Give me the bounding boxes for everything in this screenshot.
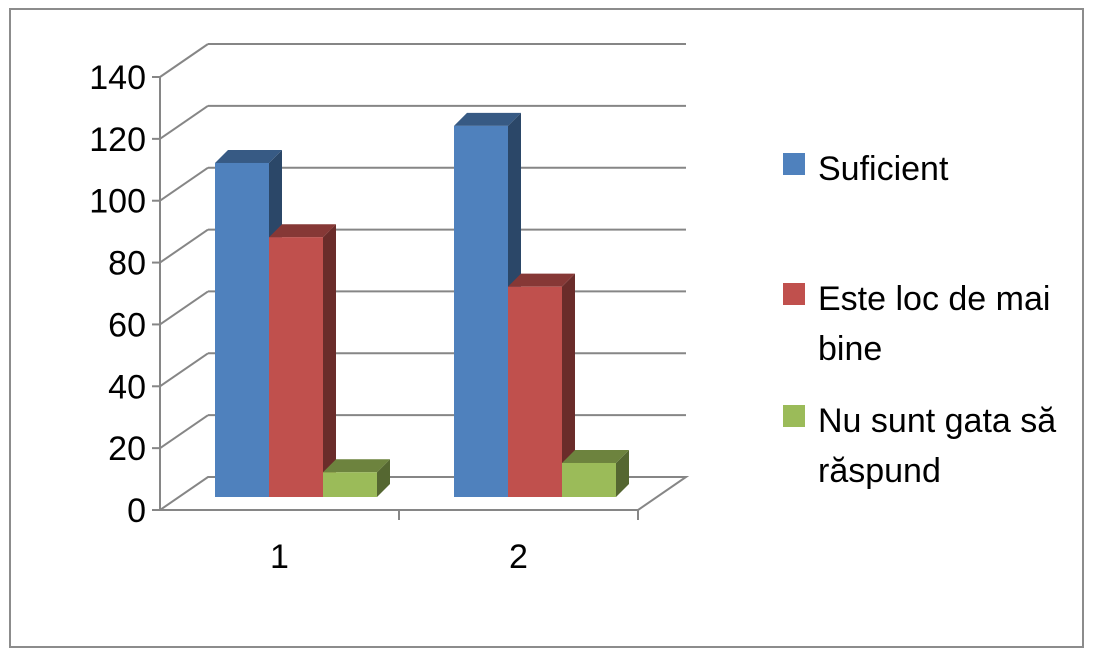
y-tick-labels: 0 20 40 60 80 100 120 140 xyxy=(89,59,146,530)
legend-label: Este loc de mai xyxy=(818,280,1050,318)
bar-top xyxy=(454,112,521,126)
bar-front xyxy=(269,237,323,497)
gridline-side xyxy=(159,290,209,326)
bar xyxy=(269,224,336,497)
legend-label: Suficient xyxy=(818,150,949,188)
legend-label: Nu sunt gata să xyxy=(818,402,1056,440)
floor-outline xyxy=(159,476,690,511)
y-tick-label: 80 xyxy=(108,245,146,283)
y-tick-label: 20 xyxy=(108,430,146,468)
bar-front xyxy=(562,462,616,497)
legend-label: bine xyxy=(818,330,882,368)
bar-front xyxy=(215,162,269,497)
bar xyxy=(562,449,629,497)
bar-top xyxy=(508,273,575,287)
bar xyxy=(454,112,521,497)
legend-item: Este loc de mai bine xyxy=(783,280,1050,368)
y-tick-label: 40 xyxy=(108,368,146,406)
bar-side xyxy=(377,459,390,497)
bar-top xyxy=(269,224,336,238)
y-tick-label: 0 xyxy=(127,492,146,530)
gridline-side xyxy=(159,43,209,78)
bar xyxy=(323,459,390,497)
x-tick-label: 2 xyxy=(509,538,528,576)
axes xyxy=(152,76,639,520)
legend-swatch xyxy=(783,153,805,175)
legend-swatch xyxy=(783,405,805,427)
bar-side xyxy=(562,273,575,497)
legend-item: Nu sunt gata să răspund xyxy=(783,402,1056,490)
y-tick-label: 100 xyxy=(89,183,146,221)
bar-side xyxy=(616,449,629,497)
bar-top xyxy=(323,459,390,473)
bar-front xyxy=(323,472,377,497)
gridline-side xyxy=(159,414,209,449)
bar-front xyxy=(508,286,562,497)
y-tick-label: 140 xyxy=(89,59,146,97)
bars xyxy=(215,112,629,497)
chart-walls xyxy=(159,476,690,511)
gridline-side xyxy=(159,228,209,264)
x-tick-label: 1 xyxy=(270,538,289,576)
bar-top xyxy=(562,449,629,463)
gridline-side xyxy=(159,105,209,140)
y-tick-label: 120 xyxy=(89,121,146,159)
gridline-side xyxy=(159,352,209,388)
bar-side xyxy=(323,224,336,497)
legend-label: răspund xyxy=(818,452,941,490)
bar-front xyxy=(454,125,508,497)
legend-item: Suficient xyxy=(783,150,949,188)
bar xyxy=(508,273,575,497)
bar-top xyxy=(215,149,282,163)
legend: Suficient Este loc de mai bine Nu sunt gata… xyxy=(783,150,1056,490)
legend-swatch xyxy=(783,283,805,305)
y-tick-label: 60 xyxy=(108,306,146,344)
gridline-side xyxy=(159,166,209,202)
